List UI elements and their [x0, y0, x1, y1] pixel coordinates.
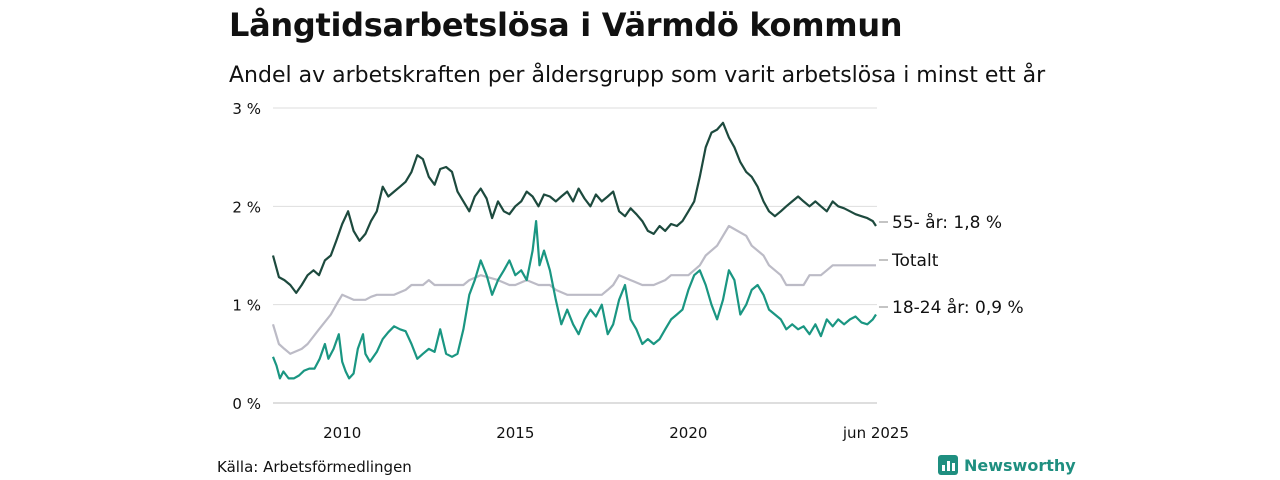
- brand-logo: Newsworthy: [938, 455, 1076, 475]
- series-line: [271, 121, 877, 294]
- series-end-label: 18-24 år: 0,9 %: [892, 297, 1024, 318]
- x-tick-label: 2010: [323, 424, 361, 442]
- x-tick-label: 2020: [669, 424, 707, 442]
- x-tick-label: jun 2025: [842, 424, 909, 442]
- series-line: [271, 220, 877, 380]
- x-axis: 2010 2015 2020 jun 2025: [323, 424, 909, 442]
- x-tick-label: 2015: [496, 424, 534, 442]
- bar-chart-logo-icon: [938, 455, 958, 475]
- series-end-label: 55- år: 1,8 %: [892, 212, 1002, 233]
- y-tick-label: 0 %: [232, 395, 261, 413]
- source-note: Källa: Arbetsförmedlingen: [217, 458, 412, 476]
- y-tick-label: 1 %: [232, 297, 261, 315]
- series-lines: [271, 121, 877, 380]
- end-labels: 55- år: 1,8 % Totalt 18-24 år: 0,9 %: [878, 212, 1024, 318]
- brand-name: Newsworthy: [964, 455, 1076, 475]
- grid-lines: [273, 107, 877, 404]
- chart-title: Långtidsarbetslösa i Värmdö kommun: [229, 6, 903, 44]
- y-tick-label: 3 %: [232, 100, 261, 118]
- y-axis: 0 % 1 % 2 % 3 %: [232, 100, 261, 413]
- y-tick-label: 2 %: [232, 198, 261, 216]
- chart-subtitle: Andel av arbetskraften per åldersgrupp s…: [229, 63, 1046, 88]
- series-end-label: Totalt: [891, 251, 939, 271]
